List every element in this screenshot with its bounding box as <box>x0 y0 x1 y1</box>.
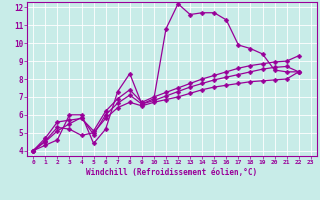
X-axis label: Windchill (Refroidissement éolien,°C): Windchill (Refroidissement éolien,°C) <box>86 168 258 177</box>
